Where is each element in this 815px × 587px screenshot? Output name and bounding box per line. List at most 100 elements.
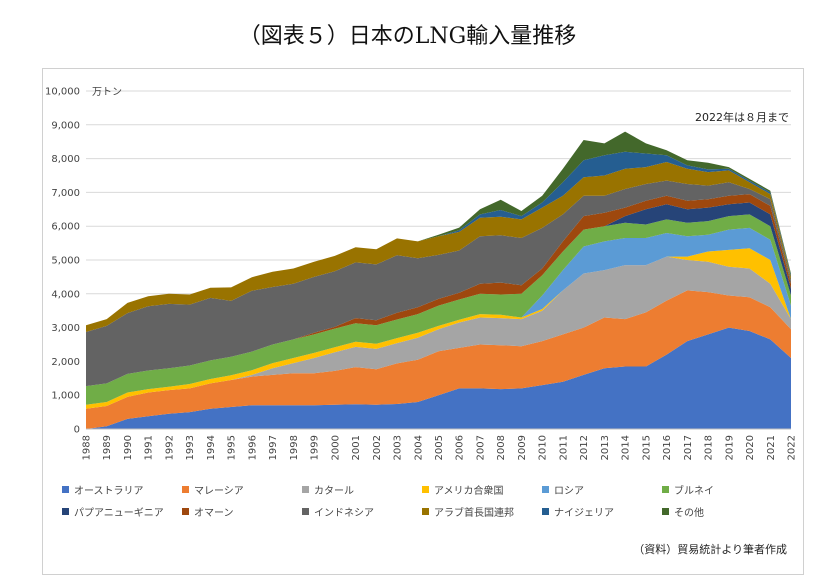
- x-tick-label: 2022: [787, 435, 798, 460]
- x-tick-label: 1990: [123, 435, 134, 460]
- x-tick-label: 2013: [600, 435, 611, 460]
- legend-label: その他: [674, 507, 704, 519]
- x-tick-label: 2008: [496, 435, 507, 460]
- x-tick-label: 2012: [579, 435, 590, 460]
- x-tick-label: 2010: [538, 435, 549, 460]
- legend-item: ブルネイ: [662, 482, 782, 497]
- y-tick-label: 8,000: [51, 154, 80, 165]
- x-tick-label: 2002: [372, 435, 383, 460]
- series-area: [86, 227, 791, 405]
- y-tick-label: 10,000: [45, 87, 80, 98]
- series-area: [86, 162, 791, 332]
- legend-swatch: [302, 485, 309, 493]
- legend-row: パプアニューギニア オマーン インドネシア アラブ首長国連邦 ナイジェリア その他: [62, 500, 792, 522]
- legend-swatch: [302, 507, 309, 515]
- legend-label: アラブ首長国連邦: [434, 507, 514, 519]
- legend-item: インドネシア: [302, 504, 422, 519]
- y-tick-label: 6,000: [51, 222, 80, 233]
- series-area: [86, 214, 791, 405]
- legend: オーストラリア マレーシア カタール アメリカ合衆国 ロシア ブルネイパプアニューギニア オ…: [62, 478, 792, 522]
- x-tick-label: 2003: [393, 435, 404, 460]
- x-tick-label: 2016: [662, 435, 673, 460]
- y-tick-label: 2,000: [51, 357, 80, 368]
- x-tick-label: 2018: [704, 435, 715, 460]
- legend-label: ナイジェリア: [554, 507, 614, 519]
- series-area: [86, 256, 791, 409]
- x-tick-label: 2011: [558, 435, 569, 460]
- legend-label: ブルネイ: [674, 485, 714, 497]
- legend-label: インドネシア: [314, 507, 374, 519]
- x-tick-label: 1999: [310, 435, 321, 460]
- stacked-areas: [86, 131, 791, 430]
- legend-item: ナイジェリア: [542, 504, 662, 519]
- legend-item: その他: [662, 504, 782, 519]
- area-chart: 0 1,000 2,000 3,000 4,000 5,000 6,000 7,000 8,00…: [45, 87, 798, 461]
- series-area: [86, 180, 791, 387]
- x-tick-label: 2007: [475, 435, 486, 460]
- legend-item: パプアニューギニア: [62, 504, 182, 519]
- legend-label: アメリカ合衆国: [434, 485, 504, 497]
- y-tick-label: 1,000: [51, 391, 80, 402]
- legend-item: オマーン: [182, 504, 302, 519]
- legend-item: アメリカ合衆国: [422, 482, 542, 497]
- y-tick-label: 7,000: [51, 188, 80, 199]
- y-tick-label: 0: [74, 425, 80, 436]
- chart-title: （図表５）日本のLNG輸入量推移: [238, 24, 577, 49]
- x-tick-label: 2005: [434, 435, 445, 460]
- legend-item: カタール: [302, 482, 422, 497]
- x-tick-label: 2019: [724, 435, 735, 460]
- series-area: [86, 151, 791, 326]
- legend-item: ロシア: [542, 482, 662, 497]
- x-tick-label: 2006: [455, 435, 466, 460]
- chart-frame: 0 1,000 2,000 3,000 4,000 5,000 6,000 7,000 8,00…: [42, 68, 804, 575]
- legend-label: マレーシア: [194, 485, 244, 497]
- legend-swatch: [422, 507, 429, 515]
- series-area: [86, 327, 791, 429]
- x-tick-labels: 1988 1989 1990 1991 1992 1993 1994 1995 1996 1997…: [82, 435, 798, 460]
- x-tick-label: 2004: [413, 435, 424, 460]
- x-tick-label: 2009: [517, 435, 528, 460]
- legend-item: マレーシア: [182, 482, 302, 497]
- x-tick-label: 1988: [82, 435, 93, 460]
- x-tick-label: 2001: [351, 435, 362, 460]
- legend-label: オマーン: [194, 507, 234, 519]
- y-tick-label: 3,000: [51, 323, 80, 334]
- legend-swatch: [62, 485, 69, 493]
- y-tick-label: 5,000: [51, 256, 80, 267]
- legend-label: ロシア: [554, 485, 584, 497]
- y-tick-labels: 0 1,000 2,000 3,000 4,000 5,000 6,000 7,000 8,00…: [45, 87, 80, 436]
- y-tick-label: 4,000: [51, 289, 80, 300]
- series-area: [86, 248, 791, 409]
- legend-label: パプアニューギニア: [74, 507, 164, 519]
- legend-label: カタール: [314, 485, 354, 497]
- y-tick-label: 9,000: [51, 120, 80, 131]
- legend-swatch: [182, 485, 189, 493]
- x-tick-label: 1998: [289, 435, 300, 460]
- x-tick-label: 2020: [745, 435, 756, 460]
- x-tick-label: 2000: [330, 435, 341, 460]
- x-tick-label: 2021: [766, 435, 777, 460]
- x-tick-label: 1992: [164, 435, 175, 460]
- legend-swatch: [62, 507, 69, 515]
- x-tick-label: 1997: [268, 435, 279, 460]
- legend-item: アラブ首長国連邦: [422, 504, 542, 519]
- x-tick-label: 1993: [185, 435, 196, 460]
- x-tick-label: 2017: [683, 435, 694, 460]
- x-tick-label: 1995: [227, 435, 238, 460]
- legend-swatch: [182, 507, 189, 515]
- x-tick-label: 1989: [102, 435, 113, 460]
- legend-swatch: [422, 485, 429, 493]
- chart-annotation: 2022年は８月まで: [695, 110, 789, 124]
- x-tick-label: 1991: [144, 435, 155, 460]
- unit-label: 万トン: [92, 87, 122, 98]
- x-tick-label: 1994: [206, 435, 217, 460]
- source-note: （資料）貿易統計より筆者作成: [633, 543, 787, 556]
- legend-row: オーストラリア マレーシア カタール アメリカ合衆国 ロシア ブルネイ: [62, 478, 792, 500]
- x-tick-label: 2014: [621, 435, 632, 460]
- legend-label: オーストラリア: [74, 485, 144, 497]
- legend-swatch: [542, 485, 549, 493]
- x-tick-label: 1996: [247, 435, 258, 460]
- legend-swatch: [662, 507, 669, 515]
- legend-swatch: [662, 485, 669, 493]
- series-area: [86, 290, 791, 429]
